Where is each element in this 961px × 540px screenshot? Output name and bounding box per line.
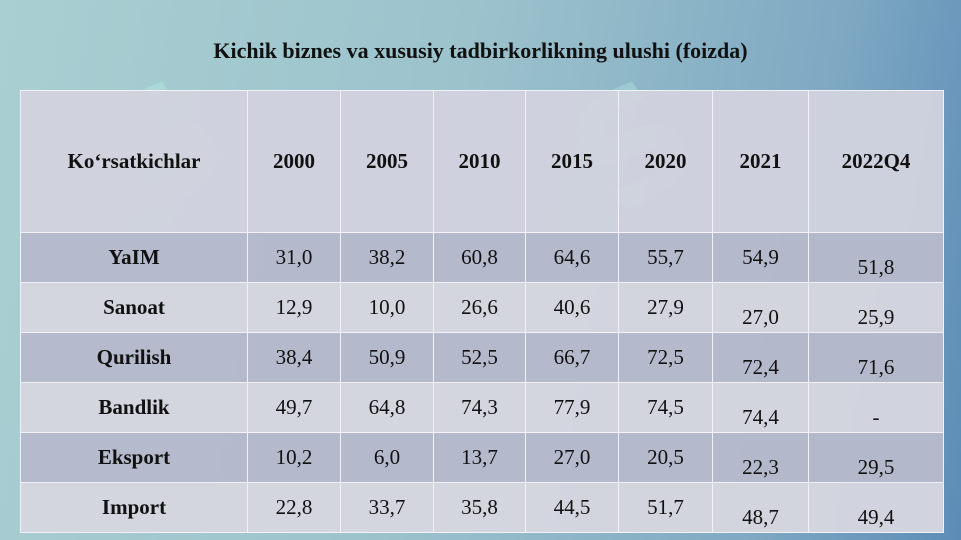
cell: 10,2 [247,432,341,483]
cell: 49,4 [808,482,944,533]
row-label: Bandlik [20,382,248,433]
row-label: YaIM [20,232,248,283]
header-cell: 2022Q4 [808,90,944,233]
cell: 51,7 [618,482,713,533]
cell: 72,4 [712,332,809,383]
cell: 52,5 [433,332,526,383]
cell: 6,0 [340,432,434,483]
cell: 40,6 [525,282,619,333]
cell: 74,4 [712,382,809,433]
cell: 10,0 [340,282,434,333]
cell: 77,9 [525,382,619,433]
cell: 48,7 [712,482,809,533]
cell: 12,9 [247,282,341,333]
header-cell: 2010 [433,90,526,233]
cell: 38,2 [340,232,434,283]
header-cell: 2021 [712,90,809,233]
row-label: Eksport [20,432,248,483]
cell: 27,0 [525,432,619,483]
row-label: Import [20,482,248,533]
header-row: Ko‘rsatkichlar 2000 2005 2010 2015 2020 2021 20… [20,90,944,233]
title: Kichik biznes va xususiy tadbirkorliknin… [213,38,748,63]
table-row: Import 22,8 33,7 35,8 44,5 51,7 48,7 49,4 [20,482,944,533]
table-row: Qurilish 38,4 50,9 52,5 66,7 72,5 72,4 71,6 [20,332,944,383]
table-row: YaIM 31,0 38,2 60,8 64,6 55,7 54,9 51,8 [20,232,944,283]
cell: 74,5 [618,382,713,433]
cell: 44,5 [525,482,619,533]
cell: 29,5 [808,432,944,483]
cell: 22,3 [712,432,809,483]
cell: 22,8 [247,482,341,533]
cell: 33,7 [340,482,434,533]
row-label: Sanoat [20,282,248,333]
cell: 71,6 [808,332,944,383]
header-cell: 2005 [340,90,434,233]
cell: 74,3 [433,382,526,433]
data-table: Ko‘rsatkichlar 2000 2005 2010 2015 2020 2021 20… [20,90,944,533]
cell: 27,0 [712,282,809,333]
cell: 55,7 [618,232,713,283]
cell: 49,7 [247,382,341,433]
cell: 27,9 [618,282,713,333]
cell: 64,8 [340,382,434,433]
table-row: Bandlik 49,7 64,8 74,3 77,9 74,5 74,4- [20,382,944,433]
cell: 31,0 [247,232,341,283]
cell: 51,8 [808,232,944,283]
cell: 64,6 [525,232,619,283]
header-cell: 2000 [247,90,341,233]
table-row: Sanoat 12,9 10,0 26,6 40,6 27,9 27,0 25,9 [20,282,944,333]
cell: 72,5 [618,332,713,383]
cell: 54,9 [712,232,809,283]
header-cell: 2020 [618,90,713,233]
cell: - [808,382,944,433]
cell: 50,9 [340,332,434,383]
row-label: Qurilish [20,332,248,383]
cell: 20,5 [618,432,713,483]
header-cell: 2015 [525,90,619,233]
cell: 13,7 [433,432,526,483]
cell: 66,7 [525,332,619,383]
table-row: Eksport 10,2 6,0 13,7 27,0 20,5 22,3 29,5 [20,432,944,483]
cell: 25,9 [808,282,944,333]
header-cell: Ko‘rsatkichlar [20,90,248,233]
cell: 38,4 [247,332,341,383]
cell: 60,8 [433,232,526,283]
cell: 35,8 [433,482,526,533]
cell: 26,6 [433,282,526,333]
